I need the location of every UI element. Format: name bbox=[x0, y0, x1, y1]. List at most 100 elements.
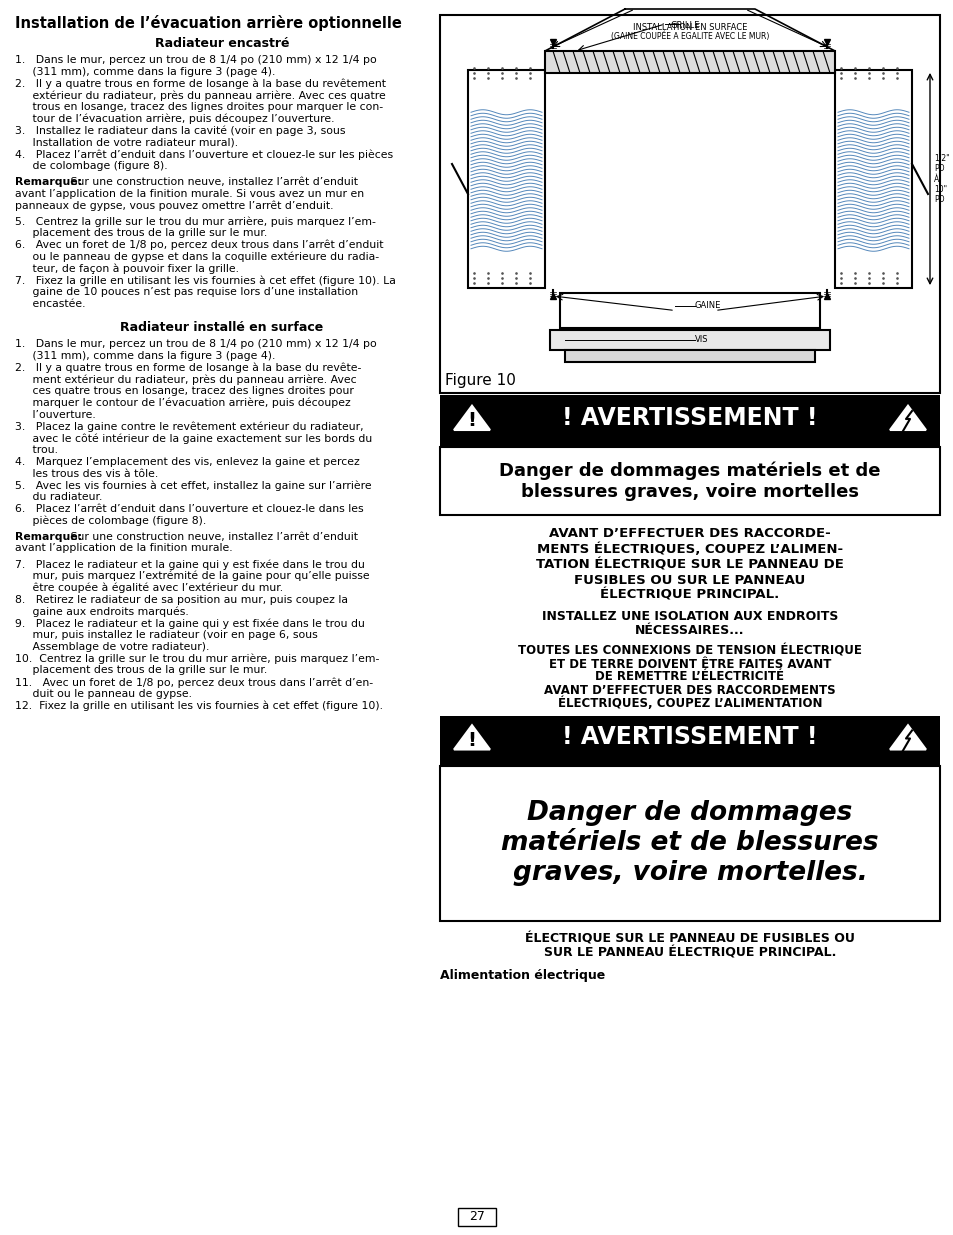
Text: Installation de votre radiateur mural).: Installation de votre radiateur mural). bbox=[15, 137, 238, 148]
Text: ! AVERTISSEMENT !: ! AVERTISSEMENT ! bbox=[561, 725, 817, 750]
Text: mur, puis installez le radiateur (voir en page 6, sous: mur, puis installez le radiateur (voir e… bbox=[15, 630, 317, 640]
Polygon shape bbox=[889, 406, 925, 430]
Text: Sur une construction neuve, installez l’arrêt d’enduit: Sur une construction neuve, installez l’… bbox=[67, 177, 357, 186]
Text: marquer le contour de l’évacuation arrière, puis découpez: marquer le contour de l’évacuation arriè… bbox=[15, 398, 351, 409]
Text: 1/2"
PO
À
10"
PO: 1/2" PO À 10" PO bbox=[933, 153, 948, 204]
Text: teur, de façon à pouvoir fixer la grille.: teur, de façon à pouvoir fixer la grille… bbox=[15, 263, 239, 274]
Text: !: ! bbox=[467, 731, 476, 750]
Text: INSTALLEZ UNE ISOLATION AUX ENDROITS: INSTALLEZ UNE ISOLATION AUX ENDROITS bbox=[541, 610, 838, 624]
Text: Remarque:: Remarque: bbox=[15, 531, 82, 542]
Text: ÉLECTRIQUES, COUPEZ L’ALIMENTATION: ÉLECTRIQUES, COUPEZ L’ALIMENTATION bbox=[558, 697, 821, 710]
Bar bbox=[559, 293, 820, 329]
Text: 8.   Retirez le radiateur de sa position au mur, puis coupez la: 8. Retirez le radiateur de sa position a… bbox=[15, 594, 348, 605]
Text: avant l’application de la finition murale.: avant l’application de la finition mural… bbox=[15, 543, 233, 553]
Bar bbox=[544, 51, 834, 73]
Text: encastée.: encastée. bbox=[15, 299, 86, 309]
Polygon shape bbox=[454, 406, 490, 430]
Text: Danger de dommages
matériels et de blessures
graves, voire mortelles.: Danger de dommages matériels et de bless… bbox=[500, 800, 878, 885]
Bar bbox=[550, 330, 829, 350]
Bar bbox=[439, 395, 939, 447]
Text: ! AVERTISSEMENT !: ! AVERTISSEMENT ! bbox=[561, 406, 817, 430]
Text: Remarque:: Remarque: bbox=[15, 177, 82, 186]
Text: de colombage (figure 8).: de colombage (figure 8). bbox=[15, 162, 168, 172]
Text: Assemblage de votre radiateur).: Assemblage de votre radiateur). bbox=[15, 642, 209, 652]
Text: ment extérieur du radiateur, près du panneau arrière. Avec: ment extérieur du radiateur, près du pan… bbox=[15, 374, 356, 384]
Text: duit ou le panneau de gypse.: duit ou le panneau de gypse. bbox=[15, 689, 192, 699]
Text: ÉLECTRIQUE PRINCIPAL.: ÉLECTRIQUE PRINCIPAL. bbox=[599, 589, 779, 601]
Text: l’ouverture.: l’ouverture. bbox=[15, 410, 95, 420]
Text: Sur une construction neuve, installez l’arrêt d’enduit: Sur une construction neuve, installez l’… bbox=[67, 531, 357, 542]
Text: 1.   Dans le mur, percez un trou de 8 1/4 po (210 mm) x 12 1/4 po: 1. Dans le mur, percez un trou de 8 1/4 … bbox=[15, 56, 376, 65]
Text: 1.   Dans le mur, percez un trou de 8 1/4 po (210 mm) x 12 1/4 po: 1. Dans le mur, percez un trou de 8 1/4 … bbox=[15, 338, 376, 348]
Text: 4.   Placez l’arrêt d’enduit dans l’ouverture et clouez-le sur les pièces: 4. Placez l’arrêt d’enduit dans l’ouvert… bbox=[15, 149, 393, 159]
Text: 12.  Fixez la grille en utilisant les vis fournies à cet effet (figure 10).: 12. Fixez la grille en utilisant les vis… bbox=[15, 700, 382, 711]
Text: (311 mm), comme dans la figure 3 (page 4).: (311 mm), comme dans la figure 3 (page 4… bbox=[15, 67, 275, 77]
Text: Alimentation électrique: Alimentation électrique bbox=[439, 968, 604, 982]
Bar bbox=[457, 1208, 496, 1226]
Text: gaine de 10 pouces n’est pas requise lors d’une installation: gaine de 10 pouces n’est pas requise lor… bbox=[15, 288, 357, 298]
Text: 6.   Avec un foret de 1/8 po, percez deux trous dans l’arrêt d’enduit: 6. Avec un foret de 1/8 po, percez deux … bbox=[15, 240, 383, 251]
Text: 2.   Il y a quatre trous en forme de losange à la base du revêtement: 2. Il y a quatre trous en forme de losan… bbox=[15, 79, 386, 89]
Text: gaine aux endroits marqués.: gaine aux endroits marqués. bbox=[15, 606, 189, 618]
Polygon shape bbox=[454, 725, 490, 750]
Text: ET DE TERRE DOIVENT ÊTRE FAITES AVANT: ET DE TERRE DOIVENT ÊTRE FAITES AVANT bbox=[548, 657, 830, 671]
Text: être coupée à égalité avec l’extérieur du mur.: être coupée à égalité avec l’extérieur d… bbox=[15, 583, 283, 593]
Text: NÉCESSAIRES...: NÉCESSAIRES... bbox=[635, 625, 744, 637]
Bar bbox=[564, 350, 814, 362]
Text: 4.   Marquez l’emplacement des vis, enlevez la gaine et percez: 4. Marquez l’emplacement des vis, enleve… bbox=[15, 457, 359, 467]
Text: Radiateur installé en surface: Radiateur installé en surface bbox=[120, 321, 323, 333]
Text: Figure 10: Figure 10 bbox=[444, 373, 516, 388]
Text: 10.  Centrez la grille sur le trou du mur arrière, puis marquez l’em-: 10. Centrez la grille sur le trou du mur… bbox=[15, 653, 379, 664]
Text: 11.   Avec un foret de 1/8 po, percez deux trous dans l’arrêt d’en-: 11. Avec un foret de 1/8 po, percez deux… bbox=[15, 677, 373, 688]
Text: 5.   Avec les vis fournies à cet effet, installez la gaine sur l’arrière: 5. Avec les vis fournies à cet effet, in… bbox=[15, 480, 372, 490]
Text: pièces de colombage (figure 8).: pièces de colombage (figure 8). bbox=[15, 516, 206, 526]
Bar bbox=[439, 715, 939, 766]
Bar bbox=[439, 447, 939, 515]
Text: GAINE: GAINE bbox=[695, 301, 720, 310]
Text: placement des trous de la grille sur le mur.: placement des trous de la grille sur le … bbox=[15, 228, 267, 238]
Text: les trous des vis à tôle.: les trous des vis à tôle. bbox=[15, 468, 158, 479]
Text: (GAINE COUPÉE A EGALITE AVEC LE MUR): (GAINE COUPÉE A EGALITE AVEC LE MUR) bbox=[610, 32, 768, 42]
Polygon shape bbox=[889, 725, 925, 750]
Text: 27: 27 bbox=[469, 1210, 484, 1224]
Text: TATION ÉLECTRIQUE SUR LE PANNEAU DE: TATION ÉLECTRIQUE SUR LE PANNEAU DE bbox=[536, 558, 843, 571]
Text: Radiateur encastré: Radiateur encastré bbox=[154, 37, 289, 49]
Text: AVANT D’EFFECTUER DES RACCORDE-: AVANT D’EFFECTUER DES RACCORDE- bbox=[549, 527, 830, 540]
Bar bbox=[468, 70, 544, 288]
Text: MENTS ÉLECTRIQUES, COUPEZ L’ALIMEN-: MENTS ÉLECTRIQUES, COUPEZ L’ALIMEN- bbox=[537, 542, 842, 556]
Bar bbox=[834, 70, 911, 288]
Text: INSTALLATION EN SURFACE: INSTALLATION EN SURFACE bbox=[632, 23, 746, 32]
Text: 6.   Placez l’arrêt d’enduit dans l’ouverture et clouez-le dans les: 6. Placez l’arrêt d’enduit dans l’ouvert… bbox=[15, 504, 363, 514]
Text: mur, puis marquez l’extrémité de la gaine pour qu’elle puisse: mur, puis marquez l’extrémité de la gain… bbox=[15, 571, 369, 582]
Text: FUSIBLES OU SUR LE PANNEAU: FUSIBLES OU SUR LE PANNEAU bbox=[574, 573, 804, 587]
Text: 3.   Placez la gaine contre le revêtement extérieur du radiateur,: 3. Placez la gaine contre le revêtement … bbox=[15, 421, 363, 432]
Text: ÉLECTRIQUE SUR LE PANNEAU DE FUSIBLES OU: ÉLECTRIQUE SUR LE PANNEAU DE FUSIBLES OU bbox=[524, 932, 854, 946]
Text: 7.   Fixez la grille en utilisant les vis fournies à cet effet (figure 10). La: 7. Fixez la grille en utilisant les vis … bbox=[15, 275, 395, 285]
Bar bbox=[439, 15, 939, 393]
Bar bbox=[439, 766, 939, 920]
Text: avant l’application de la finition murale. Si vous avez un mur en: avant l’application de la finition mural… bbox=[15, 189, 364, 199]
Text: avec le côté intérieur de la gaine exactement sur les bords du: avec le côté intérieur de la gaine exact… bbox=[15, 433, 372, 443]
Text: AVANT D’EFFECTUER DES RACCORDEMENTS: AVANT D’EFFECTUER DES RACCORDEMENTS bbox=[543, 683, 835, 697]
Text: 7.   Placez le radiateur et la gaine qui y est fixée dans le trou du: 7. Placez le radiateur et la gaine qui y… bbox=[15, 559, 364, 569]
Text: du radiateur.: du radiateur. bbox=[15, 493, 102, 503]
Text: 5.   Centrez la grille sur le trou du mur arrière, puis marquez l’em-: 5. Centrez la grille sur le trou du mur … bbox=[15, 216, 375, 227]
Text: trous en losange, tracez des lignes droites pour marquer le con-: trous en losange, tracez des lignes droi… bbox=[15, 103, 383, 112]
Text: TOUTES LES CONNEXIONS DE TENSION ÉLECTRIQUE: TOUTES LES CONNEXIONS DE TENSION ÉLECTRI… bbox=[517, 645, 861, 657]
Text: (311 mm), comme dans la figure 3 (page 4).: (311 mm), comme dans la figure 3 (page 4… bbox=[15, 351, 275, 361]
Text: Danger de dommages matériels et de
blessures graves, voire mortelles: Danger de dommages matériels et de bless… bbox=[498, 462, 880, 500]
Text: ces quatre trous en losange, tracez des lignes droites pour: ces quatre trous en losange, tracez des … bbox=[15, 387, 354, 396]
Text: 9.   Placez le radiateur et la gaine qui y est fixée dans le trou du: 9. Placez le radiateur et la gaine qui y… bbox=[15, 619, 364, 629]
Text: VIS: VIS bbox=[695, 336, 708, 345]
Text: Installation de l’évacuation arrière optionnelle: Installation de l’évacuation arrière opt… bbox=[15, 15, 401, 31]
Text: SUR LE PANNEAU ÉLECTRIQUE PRINCIPAL.: SUR LE PANNEAU ÉLECTRIQUE PRINCIPAL. bbox=[543, 946, 836, 960]
Text: ou le panneau de gypse et dans la coquille extérieure du radia-: ou le panneau de gypse et dans la coquil… bbox=[15, 252, 378, 262]
Text: extérieur du radiateur, près du panneau arrière. Avec ces quatre: extérieur du radiateur, près du panneau … bbox=[15, 90, 385, 101]
Text: placement des trous de la grille sur le mur.: placement des trous de la grille sur le … bbox=[15, 666, 267, 676]
Text: tour de l’évacuation arrière, puis découpez l’ouverture.: tour de l’évacuation arrière, puis décou… bbox=[15, 114, 335, 125]
Text: !: ! bbox=[467, 411, 476, 431]
Text: panneaux de gypse, vous pouvez omettre l’arrêt d’enduit.: panneaux de gypse, vous pouvez omettre l… bbox=[15, 200, 334, 211]
Text: 3.   Installez le radiateur dans la cavité (voir en page 3, sous: 3. Installez le radiateur dans la cavité… bbox=[15, 126, 345, 136]
Text: DE REMETTRE L’ÉLECTRICITÉ: DE REMETTRE L’ÉLECTRICITÉ bbox=[595, 671, 783, 683]
Text: 2.   Il y a quatre trous en forme de losange à la base du revête-: 2. Il y a quatre trous en forme de losan… bbox=[15, 362, 361, 373]
